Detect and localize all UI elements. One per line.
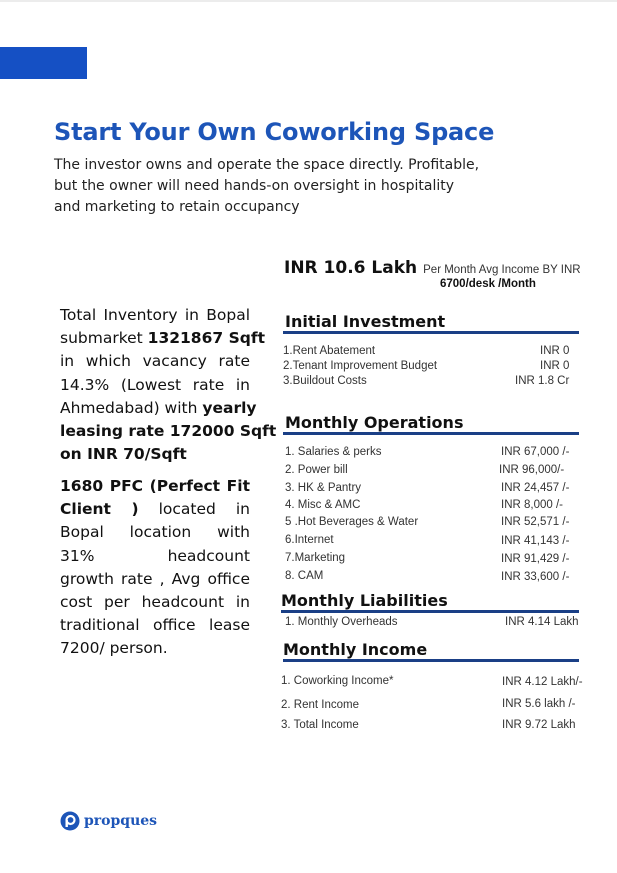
paragraph-bold: Client ) (60, 500, 139, 519)
operation-item-value: INR 41,143 /- (501, 535, 570, 547)
paragraph-line: on INR 70/Sqft (60, 443, 250, 466)
paragraph-line: traditional office lease (60, 616, 250, 635)
monthly-operations-title: Monthly Operations (285, 413, 464, 432)
paragraph-bold: yearly (202, 398, 257, 417)
income-item-label: 1. Coworking Income* (281, 675, 394, 687)
monthly-income-title: Monthly Income (283, 640, 428, 659)
income-item-value: INR 5.6 lakh /- (502, 698, 576, 710)
operation-item-label: 3. HK & Pantry (285, 482, 362, 494)
section-rule (281, 610, 579, 613)
liability-item-label: 1. Monthly Overheads (285, 616, 398, 628)
monthly-liabilities-title: Monthly Liabilities (281, 591, 448, 610)
income-item-value: INR 4.12 Lakh/- (502, 676, 583, 688)
operation-item-value: INR 52,571 /- (501, 516, 570, 528)
operation-item-label: 7.Marketing (285, 552, 346, 564)
paragraph-line: 1680 PFC (Perfect Fit (60, 475, 250, 498)
accent-bar (0, 47, 87, 79)
paragraph-text: Ahmedabad) with (60, 398, 203, 417)
subtitle-line: The investor owns and operate the space … (54, 157, 480, 173)
investment-item-value: INR 0 (540, 345, 570, 357)
operation-item-label: 6.Internet (285, 534, 334, 546)
operation-item-value: INR 33,600 /- (501, 571, 570, 583)
section-rule (283, 659, 579, 662)
paragraph-line: growth rate , Avg office (60, 569, 250, 588)
pfc-paragraph: 1680 PFC (Perfect Fit Client ) located i… (60, 475, 250, 661)
investment-item-value: INR 1.8 Cr (515, 375, 570, 387)
pfc-count: 1680 PFC (Perfect Fit (60, 477, 250, 495)
headline-value: INR 10.6 Lakh (284, 258, 418, 278)
propques-logo-icon (60, 811, 80, 831)
logo-text: propques (84, 813, 158, 829)
investment-item-label: 3.Buildout Costs (283, 375, 367, 387)
top-divider (0, 0, 617, 2)
operation-item-value: INR 96,000/- (499, 464, 565, 476)
investment-item-label: 1.Rent Abatement (283, 345, 376, 357)
income-headline: INR 10.6 Lakh Per Month Avg Income BY INR (284, 258, 581, 278)
paragraph-line: Client ) located in (60, 498, 250, 521)
subtitle-line: but the owner will need hands-on oversig… (54, 178, 454, 194)
page-title: Start Your Own Coworking Space (54, 118, 495, 146)
page-subtitle: The investor owns and operate the space … (54, 155, 494, 218)
section-rule (283, 432, 579, 435)
operation-item-label: 2. Power bill (285, 464, 348, 476)
paragraph-line: 14.3% (Lowest rate in (60, 375, 250, 394)
subtitle-line: and marketing to retain occupancy (54, 199, 300, 215)
operation-item-value: INR 24,457 /- (501, 482, 570, 494)
paragraph-line: Total Inventory in Bopal (60, 306, 250, 324)
investment-item-value: INR 0 (540, 360, 570, 372)
income-item-label: 2. Rent Income (281, 699, 359, 711)
paragraph-line: Bopal location with (60, 523, 250, 542)
leasing-price: on INR 70/Sqft (60, 445, 187, 464)
paragraph-text: submarket (60, 329, 148, 348)
initial-investment-title: Initial Investment (285, 312, 446, 331)
paragraph-line: cost per headcount in (60, 593, 250, 612)
investment-item-label: 2.Tenant Improvement Budget (283, 360, 438, 372)
paragraph-line: Ahmedabad) with yearly (60, 397, 257, 420)
paragraph-text: located in (138, 500, 250, 519)
leasing-rate: leasing rate 172000 Sqft (60, 422, 277, 441)
inventory-paragraph: Total Inventory in Bopal submarket 13218… (60, 304, 276, 466)
paragraph-line: 31% headcount (60, 546, 250, 565)
income-item-label: 3. Total Income (281, 719, 359, 731)
operation-item-label: 5 .Hot Beverages & Water (285, 516, 419, 528)
headline-rate: 6700/desk /Month (440, 278, 536, 290)
operation-item-value: INR 8,000 /- (501, 499, 563, 511)
headline-desc: Per Month Avg Income BY INR (423, 264, 581, 276)
paragraph-line: in which vacancy rate (60, 352, 250, 371)
liability-item-value: INR 4.14 Lakh (505, 616, 579, 628)
paragraph-line: 7200/ person. (60, 639, 168, 658)
section-rule (283, 331, 579, 334)
inventory-sqft: 1321867 Sqft (147, 329, 265, 348)
income-item-value: INR 9.72 Lakh (502, 719, 576, 731)
paragraph-line: leasing rate 172000 Sqft (60, 420, 276, 443)
operation-item-label: 8. CAM (285, 570, 324, 582)
operation-item-value: INR 91,429 /- (501, 553, 570, 565)
operation-item-label: 4. Misc & AMC (285, 499, 361, 511)
operation-item-label: 1. Salaries & perks (285, 446, 382, 458)
operation-item-value: INR 67,000 /- (501, 446, 570, 458)
propques-logo: propques (60, 811, 157, 831)
paragraph-line: submarket 1321867 Sqft (60, 327, 265, 350)
